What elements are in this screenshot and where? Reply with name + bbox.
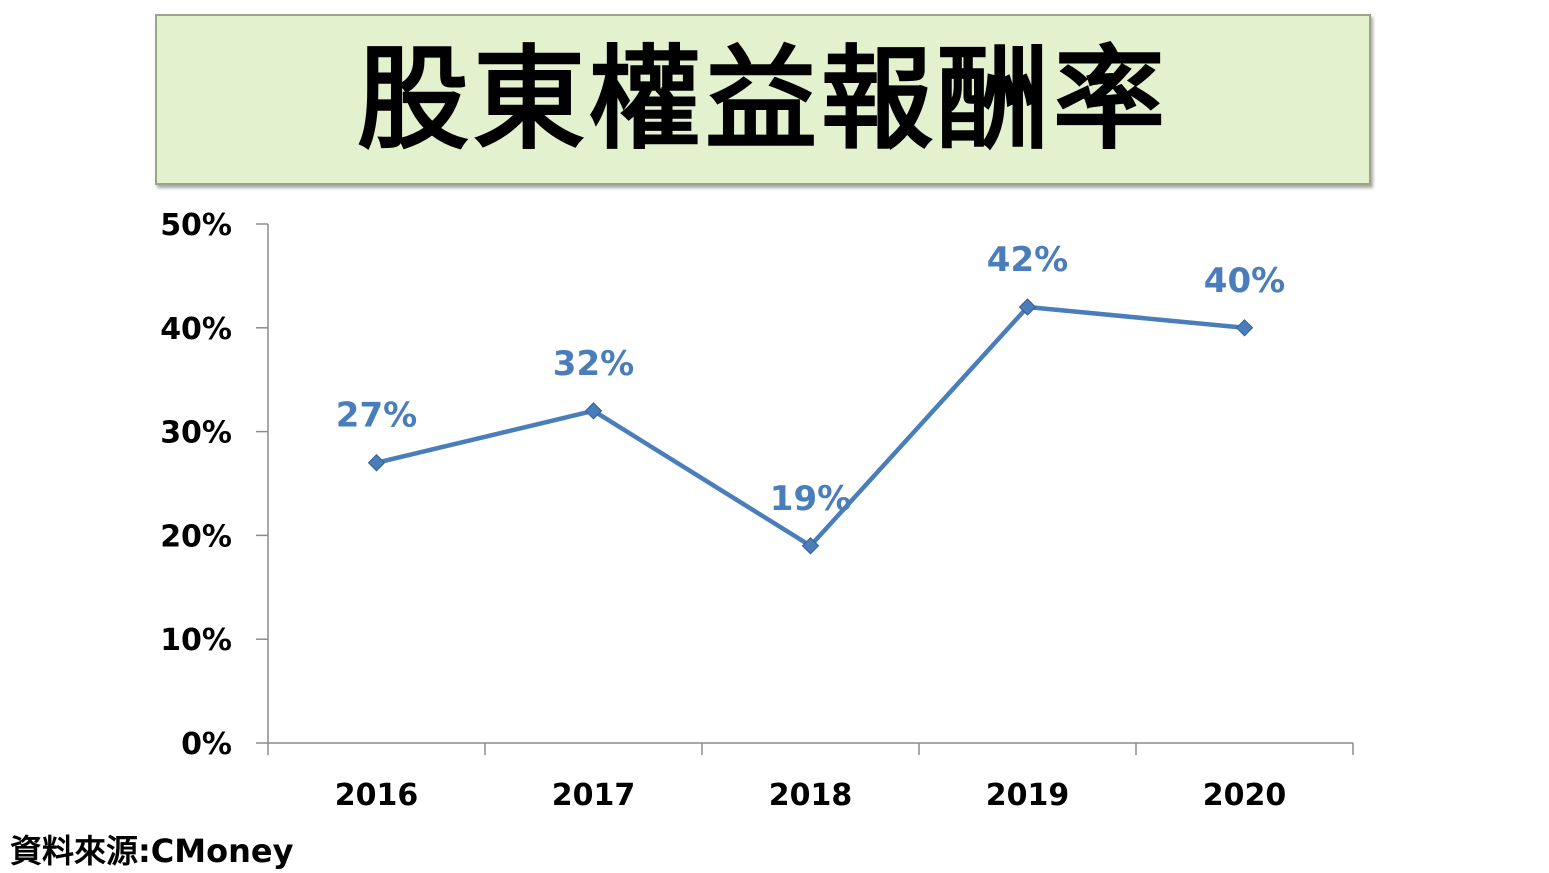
- data-label: 32%: [553, 344, 634, 384]
- markers: [367, 298, 1254, 555]
- data-label: 40%: [1204, 261, 1285, 301]
- chart-title: 股東權益報酬率: [357, 34, 1169, 165]
- y-tick-label: 50%: [160, 208, 232, 243]
- data-labels: 27% 32% 19% 42% 40%: [336, 240, 1285, 519]
- data-point-marker: [584, 402, 603, 420]
- axes: 0% 10% 20% 30% 40% 50% 2016 2017 2018 2019 2020: [160, 208, 1354, 813]
- x-tick-label: 2018: [769, 778, 853, 813]
- data-point-marker: [1235, 319, 1254, 337]
- x-tick-label: 2020: [1203, 778, 1287, 813]
- title-banner: 股東權益報酬率: [155, 14, 1371, 185]
- data-point-marker: [1018, 298, 1037, 316]
- y-tick-label: 10%: [160, 623, 232, 658]
- y-tick-label: 20%: [160, 519, 232, 554]
- data-label: 27%: [336, 396, 417, 436]
- y-tick-label: 30%: [160, 416, 232, 451]
- y-tick-label: 40%: [160, 312, 232, 347]
- data-label: 19%: [770, 479, 851, 519]
- x-tick-label: 2017: [552, 778, 636, 813]
- data-point-marker: [801, 537, 820, 555]
- y-tick-label: 0%: [181, 727, 232, 762]
- data-point-marker: [367, 454, 386, 472]
- x-tick-label: 2016: [335, 778, 419, 813]
- x-tick-label: 2019: [986, 778, 1070, 813]
- data-label: 42%: [987, 240, 1068, 280]
- source-note: 資料來源:CMoney: [10, 832, 294, 870]
